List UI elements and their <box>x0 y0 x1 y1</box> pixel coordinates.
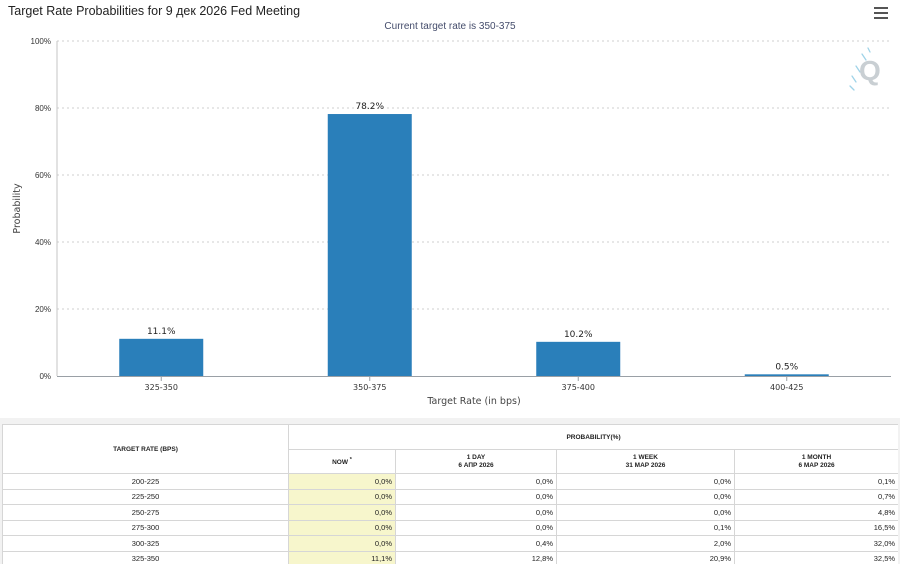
bar-value-label: 10.2% <box>564 330 593 340</box>
now-header: NOW * <box>288 449 396 474</box>
table-row: 275-300 0,0% 0,0% 0,1% 16,5% <box>2 519 898 536</box>
table-row: 225-250 0,0% 0,0% 0,0% 0,7% <box>2 488 898 505</box>
chart-panel: Target Rate Probabilities for 9 дек 2026… <box>0 0 900 418</box>
rate-cell: 300-325 <box>2 535 289 552</box>
day-cell: 0,0% <box>395 519 557 536</box>
week-cell: 0,0% <box>556 504 735 521</box>
chart-subtitle: Current target rate is 350-375 <box>384 21 516 32</box>
bar <box>536 341 621 376</box>
day-cell: 0,0% <box>395 488 557 505</box>
week-cell: 20,9% <box>556 550 735 564</box>
bar-chart: 0% 20% 40% 60% 80% 100% 11.1% 325-350 78.2% 350-3… <box>12 37 891 407</box>
x-tick-label: 375-400 <box>562 383 595 392</box>
now-cell: 11,1% <box>288 550 396 564</box>
month-header: 1 MONTH 6 МАР 2026 <box>733 449 898 474</box>
week-cell: 0,0% <box>556 473 735 490</box>
rate-cell: 200-225 <box>2 473 289 490</box>
week-cell: 0,1% <box>556 519 735 536</box>
month-cell: 0,1% <box>733 473 898 490</box>
bar <box>119 338 204 376</box>
table-row: 200-225 0,0% 0,0% 0,0% 0,1% <box>2 473 898 490</box>
bar <box>744 374 829 376</box>
rate-cell: 250-275 <box>2 504 289 521</box>
x-axis-title: Target Rate (in bps) <box>426 396 520 407</box>
y-axis-title: Probability <box>12 183 23 234</box>
now-cell: 0,0% <box>288 473 396 490</box>
y-tick-label: 40% <box>35 238 51 247</box>
x-tick-label: 325-350 <box>145 383 178 392</box>
day-cell: 12,8% <box>395 550 557 564</box>
bar <box>327 114 412 376</box>
x-tick-label: 350-375 <box>353 383 386 392</box>
rate-cell: 275-300 <box>2 519 289 536</box>
x-tick-label: 400-425 <box>770 383 803 392</box>
now-cell: 0,0% <box>288 519 396 536</box>
month-cell: 32,0% <box>733 535 898 552</box>
menu-icon[interactable] <box>874 7 888 19</box>
rate-cell: 325-350 <box>2 550 289 564</box>
rate-header: TARGET RATE (BPS) <box>2 424 289 474</box>
week-cell: 2,0% <box>556 535 735 552</box>
now-cell: 0,0% <box>288 488 396 505</box>
quikstrike-logo-icon: Q <box>849 47 881 91</box>
probability-header: PROBABILITY(%) <box>287 424 898 450</box>
day-header: 1 DAY 6 АПР 2026 <box>395 449 557 474</box>
y-tick-label: 20% <box>35 305 51 314</box>
week-header: 1 WEEK 31 МАР 2026 <box>556 449 735 474</box>
week-cell: 0,0% <box>556 488 735 505</box>
table-row: 250-275 0,0% 0,0% 0,0% 4,8% <box>2 504 898 521</box>
table-row: 325-350 11,1% 12,8% 20,9% 32,5% <box>2 550 898 564</box>
bar-value-label: 11.1% <box>147 327 176 337</box>
now-cell: 0,0% <box>288 535 396 552</box>
month-cell: 32,5% <box>733 550 898 564</box>
table-row: 300-325 0,0% 0,4% 2,0% 32,0% <box>2 535 898 552</box>
y-tick-label: 0% <box>39 372 51 381</box>
month-cell: 4,8% <box>733 504 898 521</box>
month-cell: 16,5% <box>733 519 898 536</box>
month-cell: 0,7% <box>733 488 898 505</box>
bar-value-label: 78.2% <box>355 102 384 112</box>
y-tick-label: 100% <box>31 37 51 46</box>
svg-text:Q: Q <box>859 55 881 86</box>
rate-cell: 225-250 <box>2 488 289 505</box>
y-tick-label: 80% <box>35 104 51 113</box>
day-cell: 0,0% <box>395 504 557 521</box>
day-cell: 0,0% <box>395 473 557 490</box>
bar-value-label: 0.5% <box>775 362 798 372</box>
probability-table: TARGET RATE (BPS) PROBABILITY(%) NOW * 1… <box>2 424 898 564</box>
chart-title: Target Rate Probabilities for 9 дек 2026… <box>8 4 301 18</box>
y-tick-label: 60% <box>35 171 51 180</box>
day-cell: 0,4% <box>395 535 557 552</box>
now-cell: 0,0% <box>288 504 396 521</box>
